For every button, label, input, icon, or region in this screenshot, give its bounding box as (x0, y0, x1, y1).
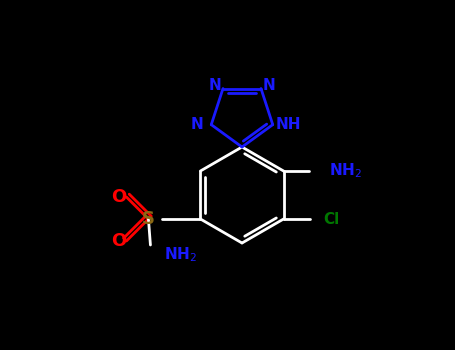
Text: NH$_2$: NH$_2$ (164, 246, 197, 264)
Text: O: O (111, 188, 126, 206)
Text: N: N (191, 117, 204, 132)
Text: NH$_2$: NH$_2$ (329, 162, 362, 180)
Text: NH: NH (276, 117, 302, 132)
Text: Cl: Cl (324, 211, 340, 226)
Text: O: O (111, 232, 126, 250)
Text: N: N (263, 78, 275, 93)
Text: S: S (142, 210, 155, 228)
Text: N: N (209, 78, 222, 93)
